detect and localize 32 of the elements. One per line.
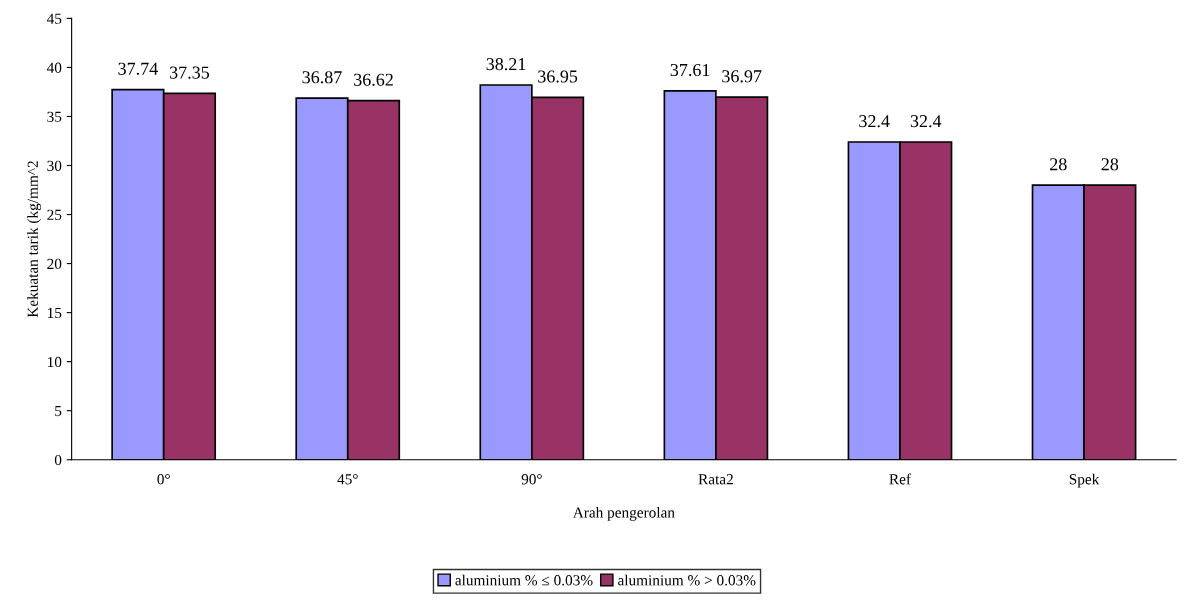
y-tick-label: 15 [47, 307, 62, 319]
data-label: 36.62 [354, 73, 393, 86]
data-label: 28 [1050, 158, 1067, 171]
y-tick-label: 0 [54, 454, 62, 466]
x-axis-title: Arah pengerolan [572, 506, 675, 521]
x-tick-label: Rata2 [698, 474, 733, 485]
legend-label: aluminium % ≤ 0.03% [455, 574, 593, 586]
y-tick-label: 25 [47, 209, 62, 220]
y-axis-title: Kekuatan tarik (kg/mm^2 [27, 161, 42, 318]
data-label: 32.4 [910, 115, 942, 128]
legend-label: aluminium % > 0.03% [618, 574, 756, 586]
data-label: 37.61 [670, 63, 710, 77]
data-label: 28 [1101, 158, 1119, 171]
x-tick-label: 0° [157, 474, 170, 485]
y-tick-label: 40 [46, 62, 62, 73]
y-tick-label: 45 [46, 13, 62, 24]
x-tick-label: Ref [889, 473, 912, 485]
y-tick-label: 10 [47, 356, 62, 368]
data-label: 37.35 [170, 66, 210, 79]
x-tick-label: Spek [1069, 473, 1100, 488]
x-tick-label: 90° [521, 474, 542, 485]
y-tick-label: 35 [47, 111, 62, 122]
data-label: 38.21 [486, 58, 526, 71]
y-tick-label: 30 [47, 160, 62, 171]
data-label: 36.97 [722, 70, 762, 83]
y-tick-label: 5 [55, 406, 62, 417]
x-tick-label: 45° [337, 474, 358, 485]
data-label: 36.95 [538, 70, 578, 83]
data-label: 32.4 [859, 115, 890, 128]
data-label: 37.74 [118, 62, 158, 75]
y-tick-label: 20 [47, 258, 62, 270]
data-label: 36.87 [302, 71, 342, 84]
